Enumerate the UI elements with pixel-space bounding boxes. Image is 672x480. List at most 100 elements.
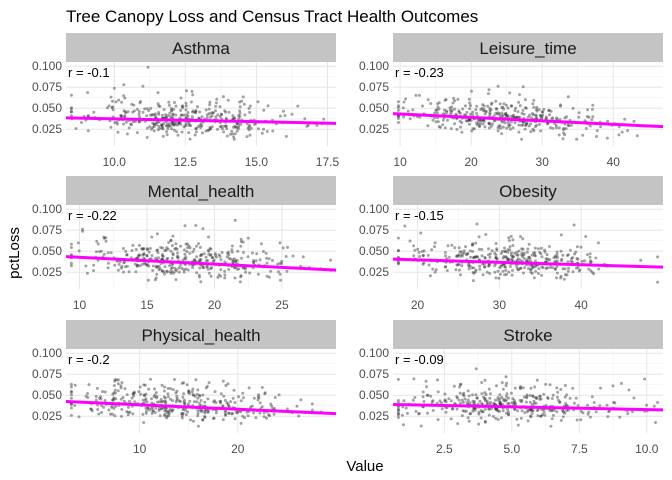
data-point — [563, 133, 567, 137]
data-point — [136, 254, 140, 258]
data-point — [170, 108, 174, 112]
data-point — [155, 265, 159, 269]
data-point — [472, 255, 476, 259]
data-point — [162, 270, 166, 274]
data-point — [501, 269, 505, 273]
data-point — [151, 269, 155, 272]
data-point — [170, 256, 174, 260]
data-point — [122, 399, 126, 403]
data-point — [212, 400, 216, 404]
data-point — [278, 114, 282, 118]
data-point — [490, 124, 493, 128]
data-point — [167, 412, 171, 416]
data-point — [502, 397, 506, 401]
data-point — [138, 385, 142, 389]
data-point — [471, 110, 475, 114]
data-point — [456, 254, 460, 258]
data-point — [143, 261, 147, 265]
data-point — [528, 394, 532, 397]
data-point — [175, 255, 179, 258]
data-point — [537, 108, 541, 112]
data-point — [208, 253, 212, 257]
data-point — [99, 249, 103, 253]
data-point — [482, 395, 485, 399]
data-point — [535, 378, 539, 382]
data-point — [513, 407, 517, 411]
data-point — [87, 383, 91, 387]
data-point — [509, 234, 513, 238]
data-point — [167, 241, 171, 244]
data-point — [130, 102, 134, 106]
data-point — [211, 111, 215, 115]
data-point — [654, 421, 657, 424]
data-point — [496, 409, 500, 413]
data-point — [508, 123, 512, 127]
data-point — [181, 411, 185, 415]
data-point — [475, 222, 479, 226]
data-point — [235, 129, 239, 133]
data-point — [233, 266, 237, 269]
data-point — [245, 410, 249, 414]
data-point — [113, 391, 117, 395]
data-point — [106, 251, 110, 255]
data-point — [422, 249, 426, 253]
data-point — [500, 106, 504, 109]
data-point — [571, 256, 575, 260]
y-tick-label: 0.075 — [32, 223, 62, 237]
data-point — [189, 124, 193, 128]
data-point — [210, 114, 214, 118]
data-point — [120, 264, 124, 268]
data-point — [478, 267, 482, 271]
data-point — [497, 112, 501, 116]
data-point — [588, 415, 592, 419]
data-point — [214, 115, 218, 119]
data-point — [156, 248, 159, 252]
data-point — [571, 270, 575, 274]
data-point — [128, 410, 132, 414]
data-point — [513, 407, 517, 411]
data-point — [594, 410, 598, 414]
data-point — [431, 118, 435, 122]
data-point — [214, 253, 218, 257]
data-point — [197, 273, 201, 277]
data-point — [536, 408, 540, 412]
data-point — [504, 399, 508, 403]
data-point — [443, 398, 447, 402]
data-point — [474, 255, 478, 259]
data-point — [553, 254, 557, 258]
data-point — [536, 247, 540, 251]
data-point — [248, 124, 252, 127]
data-point — [210, 256, 214, 260]
data-point — [243, 416, 247, 420]
data-point — [191, 393, 195, 396]
data-point — [156, 128, 160, 132]
data-point — [403, 224, 407, 228]
data-point — [495, 247, 499, 251]
data-point — [505, 126, 509, 130]
data-point — [207, 235, 210, 239]
data-point — [468, 101, 472, 105]
data-point — [186, 246, 189, 250]
data-point — [486, 92, 490, 96]
data-point — [165, 270, 169, 274]
data-point — [175, 130, 179, 134]
data-point — [267, 275, 271, 279]
data-point — [280, 259, 284, 263]
data-point — [529, 267, 533, 271]
correlation-label: r = -0.2 — [68, 352, 110, 367]
data-point — [238, 100, 242, 104]
data-point — [131, 120, 135, 124]
data-point — [498, 397, 502, 401]
data-point — [451, 101, 455, 105]
data-point — [208, 127, 212, 131]
data-point — [184, 257, 188, 261]
data-point — [507, 258, 511, 262]
data-point — [559, 249, 563, 253]
data-point — [111, 99, 114, 103]
data-point — [569, 259, 573, 263]
data-point — [469, 255, 472, 259]
data-point — [107, 104, 111, 108]
data-point — [269, 402, 273, 406]
data-point — [195, 392, 199, 396]
data-point — [469, 118, 473, 122]
